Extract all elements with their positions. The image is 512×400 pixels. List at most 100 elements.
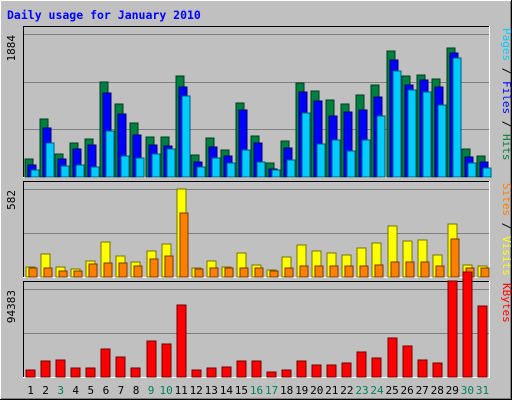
day-label-1: 1 [27, 384, 34, 397]
bar-kbytes-day-18: KBytes 18: 8000 [281, 369, 292, 378]
legend-bottom: KBytes [500, 283, 512, 323]
bar-sites-day-3: Sites 3: 40 [58, 270, 68, 278]
bar-pages-day-27: Pages 27: 1116 [422, 91, 432, 178]
day-label-28: 28 [431, 384, 444, 397]
bar-sites-day-7: Sites 7: 90 [118, 262, 128, 278]
bar-sites-day-29: Sites 29: 254 [450, 238, 460, 278]
bar-kbytes-day-31: KBytes 31: 76500 [477, 305, 488, 378]
bar-sites-day-11: Sites 11: 422 [179, 212, 189, 278]
day-label-27: 27 [416, 384, 429, 397]
bar-kbytes-day-26: KBytes 26: 33000 [402, 345, 413, 378]
day-label-23: 23 [355, 384, 368, 397]
bar-pages-day-25: Pages 25: 1390 [392, 70, 402, 178]
bar-sites-day-21: Sites 21: 70 [329, 265, 339, 278]
bar-kbytes-day-21: KBytes 21: 12500 [326, 364, 337, 378]
day-label-12: 12 [190, 384, 203, 397]
panel-top: 1884 Pages / Files / HitsHits 1: 238Hits … [5, 26, 512, 178]
legend-top: Pages / Files / Hits [500, 28, 512, 161]
panel-bottom: 94383 KBytes KBytes 1: 7500 KBytes 2: 17500… [5, 271, 512, 378]
bar-kbytes-day-6: KBytes 6: 30000 [100, 348, 111, 378]
bar-pages-day-21: Pages 21: 488 [331, 139, 341, 178]
day-label-10: 10 [159, 384, 172, 397]
bar-pages-day-8: Pages 8: 256 [135, 157, 145, 178]
day-label-6: 6 [103, 384, 110, 397]
bar-kbytes-day-8: KBytes 8: 10000 [130, 367, 141, 378]
day-label-24: 24 [370, 384, 384, 397]
day-label-9: 9 [148, 384, 155, 397]
bar-pages-day-5: Pages 5: 135 [90, 166, 100, 178]
day-label-4: 4 [72, 384, 79, 397]
bar-pages-day-18: Pages 18: 223 [286, 159, 296, 178]
bar-sites-day-12: Sites 12: 52 [194, 268, 204, 278]
bar-pages-day-10: Pages 10: 373 [166, 148, 176, 178]
bar-pages-day-13: Pages 13: 245 [211, 157, 221, 178]
bar-sites-day-23: Sites 23: 70 [359, 265, 369, 278]
bar-kbytes-day-25: KBytes 25: 42000 [387, 337, 398, 378]
bar-sites-day-8: Sites 8: 70 [133, 265, 143, 278]
bar-sites-day-10: Sites 10: 140 [164, 255, 174, 278]
y-max-label-middle: 582 [5, 190, 18, 210]
day-label-18: 18 [280, 384, 293, 397]
legend-entry: / [500, 61, 512, 81]
bar-sites-day-19: Sites 19: 70 [299, 265, 309, 278]
y-max-label-top: 1884 [5, 35, 18, 62]
bar-pages-day-17: Pages 17: 88 [271, 169, 281, 178]
day-label-5: 5 [87, 384, 94, 397]
bar-sites-day-2: Sites 2: 60 [43, 267, 53, 278]
day-label-13: 13 [205, 384, 218, 397]
bar-kbytes-day-10: KBytes 10: 35000 [161, 343, 172, 378]
bar-kbytes-day-24: KBytes 24: 20000 [371, 357, 382, 378]
bar-pages-day-23: Pages 23: 490 [361, 139, 371, 178]
bar-pages-day-31: Pages 31: 116 [482, 167, 492, 178]
bar-sites-day-27: Sites 27: 100 [420, 261, 430, 278]
bar-kbytes-day-19: KBytes 19: 16700 [296, 360, 307, 378]
bar-kbytes-day-9: KBytes 9: 39000 [146, 340, 157, 378]
day-label-29: 29 [446, 384, 459, 397]
bar-pages-day-24: Pages 24: 803 [376, 115, 386, 178]
bar-sites-day-6: Sites 6: 90 [103, 262, 113, 278]
bar-kbytes-day-3: KBytes 3: 18500 [55, 359, 66, 378]
day-label-8: 8 [133, 384, 140, 397]
bar-kbytes-day-5: KBytes 5: 10000 [85, 367, 96, 378]
bar-pages-day-30: Pages 30: 178 [467, 162, 477, 178]
bar-pages-day-26: Pages 26: 1152 [407, 89, 417, 178]
bar-pages-day-2: Pages 2: 445 [45, 142, 55, 178]
bar-pages-day-28: Pages 28: 954 [437, 104, 447, 178]
bar-kbytes-day-11: KBytes 11: 77000 [176, 304, 187, 378]
bar-sites-day-5: Sites 5: 88 [88, 263, 98, 278]
bar-kbytes-day-29: KBytes 29: 103000 [447, 280, 458, 378]
y-max-label-bottom: 94383 [5, 290, 18, 323]
legend-entry: Files [500, 81, 512, 114]
bar-sites-day-20: Sites 20: 70 [314, 265, 324, 278]
bar-kbytes-day-1: KBytes 1: 7500 [25, 369, 36, 378]
bar-kbytes-day-7: KBytes 7: 21000 [115, 356, 126, 378]
panel-middle: 582 Sites / VisitsVisits 1: 64Visits 2: 1… [5, 181, 512, 278]
day-label-7: 7 [118, 384, 125, 397]
bar-sites-day-25: Sites 25: 100 [390, 261, 400, 278]
legend-entry: Visits [500, 236, 512, 276]
bar-pages-day-22: Pages 22: 343 [346, 150, 356, 178]
bar-kbytes-day-4: KBytes 4: 10000 [70, 367, 81, 378]
bar-sites-day-28: Sites 28: 70 [435, 265, 445, 278]
bar-kbytes-day-15: KBytes 15: 17000 [236, 360, 247, 378]
day-label-16: 16 [250, 384, 263, 397]
bar-pages-day-19: Pages 19: 848 [301, 112, 311, 178]
day-label-25: 25 [385, 384, 398, 397]
bar-kbytes-day-30: KBytes 30: 113000 [462, 271, 473, 378]
x-axis-day-labels: 1 2 3 4 5 6 7 8 9 10 11 12 13 14 15 16 17 18 19 20 21 22 23 24 2… [27, 384, 489, 397]
bar-sites-day-15: Sites 15: 60 [239, 267, 249, 278]
bar-sites-day-13: Sites 13: 60 [209, 267, 219, 278]
bar-sites-day-4: Sites 4: 40 [73, 270, 83, 278]
day-label-19: 19 [295, 384, 308, 397]
legend-entry: / [500, 216, 512, 236]
chart-title: Daily usage for January 2010 [7, 8, 201, 22]
bar-pages-day-6: Pages 6: 600 [105, 130, 115, 178]
day-label-3: 3 [57, 384, 64, 397]
bar-pages-day-4: Pages 4: 155 [75, 164, 85, 178]
bar-sites-day-24: Sites 24: 80 [374, 264, 384, 278]
bar-kbytes-day-27: KBytes 27: 18500 [417, 359, 428, 378]
day-label-14: 14 [220, 384, 234, 397]
bar-kbytes-day-20: KBytes 20: 12500 [311, 364, 322, 378]
bar-pages-day-14: Pages 14: 183 [226, 162, 236, 178]
